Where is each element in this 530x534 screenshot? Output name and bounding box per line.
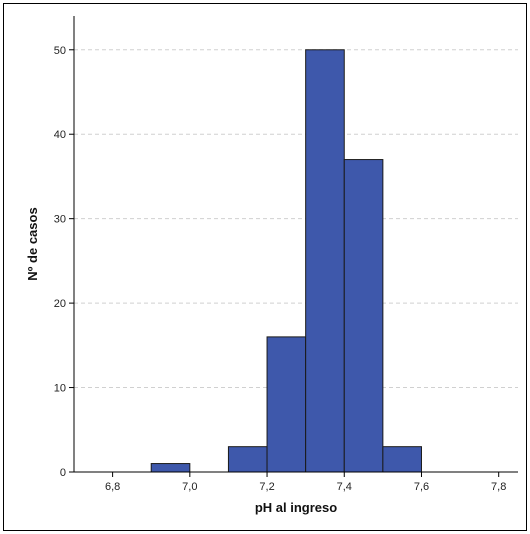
bars	[150, 49, 422, 473]
x-tick-label: 7,6	[414, 481, 429, 493]
histogram-bar	[382, 446, 422, 473]
histogram-bar	[305, 49, 345, 473]
grid-lines	[74, 49, 518, 389]
x-ticks: 6,8 7,0 7,2 7,4 7,6 7,8	[105, 472, 506, 493]
x-tick-label: 7,2	[259, 481, 274, 493]
x-tick-label: 7,4	[337, 481, 352, 493]
x-axis-title: pH al ingreso	[255, 500, 337, 515]
histogram-bar	[266, 336, 307, 473]
y-tick-label: 20	[54, 298, 66, 310]
y-ticks: 0 10 20 30 40 50	[54, 45, 74, 479]
x-tick-label: 7,0	[182, 481, 197, 493]
y-tick-label: 50	[54, 45, 66, 57]
y-tick-label: 0	[60, 467, 66, 479]
axes	[73, 16, 518, 473]
x-tick-label: 7,8	[491, 481, 506, 493]
y-axis-title: Nº de casos	[25, 207, 40, 280]
histogram-bar	[150, 463, 191, 473]
outer-frame	[3, 3, 527, 531]
histogram-bar	[227, 446, 268, 473]
y-tick-label: 40	[54, 129, 66, 141]
histogram-bar	[343, 159, 384, 473]
x-tick-label: 6,8	[105, 481, 120, 493]
y-tick-label: 30	[54, 214, 66, 226]
y-tick-label: 10	[54, 383, 66, 395]
